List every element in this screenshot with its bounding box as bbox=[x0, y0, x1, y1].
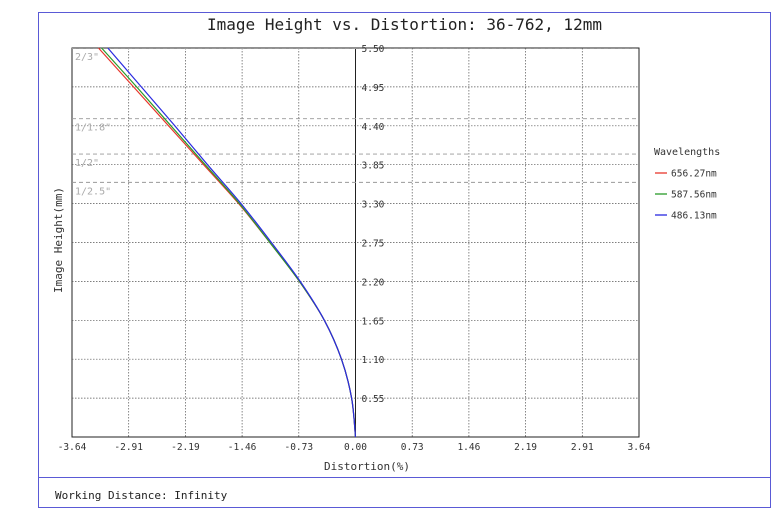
x-tick-label: -1.46 bbox=[228, 442, 257, 453]
sensor-label: 1/2.5" bbox=[75, 186, 111, 197]
y-axis-label: Image Height(mm) bbox=[52, 187, 65, 293]
y-tick-label: 4.40 bbox=[362, 122, 385, 133]
x-tick-label: -2.19 bbox=[171, 442, 200, 453]
y-tick-label: 3.85 bbox=[362, 161, 385, 172]
legend: Wavelengths 656.27nm 587.56nm 486.13nm bbox=[654, 147, 720, 222]
chart-frame bbox=[38, 12, 771, 508]
footer-divider bbox=[38, 477, 771, 478]
distortion-curves bbox=[98, 47, 357, 438]
x-tick-label: -3.64 bbox=[58, 442, 87, 453]
x-tick-label: 3.64 bbox=[628, 442, 651, 453]
y-tick-label: 1.10 bbox=[362, 355, 385, 366]
working-distance-label: Working Distance: Infinity bbox=[55, 489, 228, 502]
x-axis-label: Distortion(%) bbox=[324, 460, 410, 473]
sensor-size-lines: 2/3" 1/1.8" 1/2" 1/2.5" bbox=[72, 48, 639, 197]
legend-title: Wavelengths bbox=[654, 147, 720, 158]
x-tick-label: 2.19 bbox=[514, 442, 537, 453]
x-tick-label: -2.91 bbox=[114, 442, 143, 453]
y-tick-label: 2.75 bbox=[362, 239, 385, 250]
x-tick-label: 0.00 bbox=[344, 442, 367, 453]
legend-item-label: 656.27nm bbox=[671, 169, 717, 180]
y-tick-labels: 0.55 1.10 1.65 2.20 2.75 3.30 3.85 4.40 4.95 5.50 bbox=[362, 44, 385, 405]
y-tick-label: 3.30 bbox=[362, 200, 385, 211]
sensor-label: 1/2" bbox=[75, 158, 99, 169]
series-line-486.13nm bbox=[107, 47, 357, 438]
legend-item-label: 486.13nm bbox=[671, 211, 717, 222]
chart-title: Image Height vs. Distortion: 36-762, 12m… bbox=[207, 15, 602, 34]
sensor-label: 1/1.8" bbox=[75, 123, 111, 134]
x-tick-label: 2.91 bbox=[571, 442, 594, 453]
y-tick-label: 0.55 bbox=[362, 394, 385, 405]
sensor-label: 2/3" bbox=[75, 52, 99, 63]
legend-item-label: 587.56nm bbox=[671, 190, 717, 201]
x-tick-label: -0.73 bbox=[284, 442, 313, 453]
chart-grid bbox=[71, 47, 640, 438]
y-tick-label: 4.95 bbox=[362, 83, 385, 94]
y-tick-label: 5.50 bbox=[362, 44, 385, 55]
x-tick-label: 0.73 bbox=[401, 442, 424, 453]
y-tick-label: 2.20 bbox=[362, 277, 385, 288]
y-tick-label: 1.65 bbox=[362, 316, 385, 327]
x-tick-label: 1.46 bbox=[457, 442, 480, 453]
series-line-656.27nm bbox=[98, 47, 357, 438]
x-tick-labels: -3.64 -2.91 -2.19 -1.46 -0.73 0.00 0.73 1.46 2.1… bbox=[58, 442, 651, 453]
